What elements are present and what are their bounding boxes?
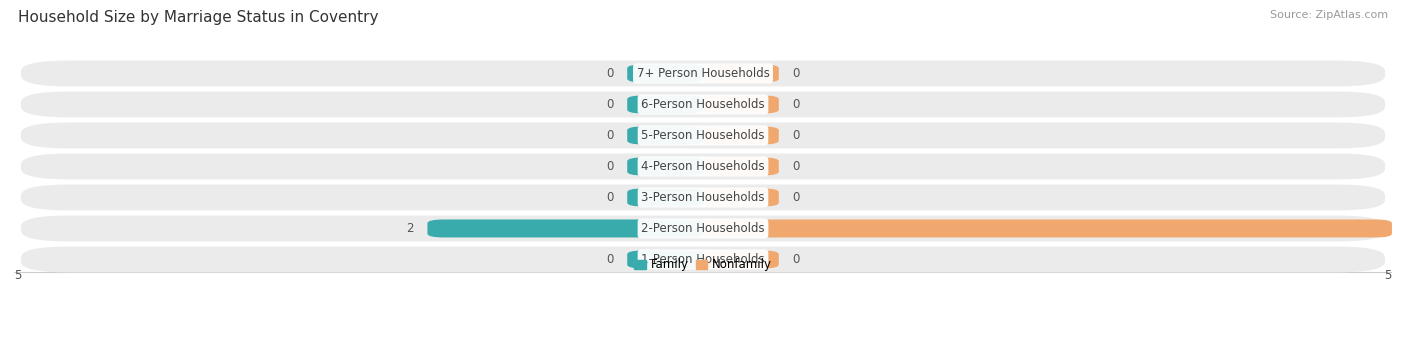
Text: 0: 0 <box>606 160 613 173</box>
Text: 0: 0 <box>793 67 800 80</box>
FancyBboxPatch shape <box>703 64 779 83</box>
Text: 7+ Person Households: 7+ Person Households <box>637 67 769 80</box>
FancyBboxPatch shape <box>703 158 779 176</box>
FancyBboxPatch shape <box>21 122 1385 148</box>
Text: 0: 0 <box>793 191 800 204</box>
Text: 5: 5 <box>1385 269 1392 282</box>
Text: 2: 2 <box>406 222 413 235</box>
Text: 5: 5 <box>14 269 21 282</box>
Text: 0: 0 <box>793 253 800 266</box>
Text: 2-Person Households: 2-Person Households <box>641 222 765 235</box>
FancyBboxPatch shape <box>627 189 703 206</box>
FancyBboxPatch shape <box>703 95 779 114</box>
FancyBboxPatch shape <box>627 158 703 176</box>
FancyBboxPatch shape <box>21 153 1385 179</box>
Text: 0: 0 <box>606 253 613 266</box>
Text: 4-Person Households: 4-Person Households <box>641 160 765 173</box>
Text: 3-Person Households: 3-Person Households <box>641 191 765 204</box>
FancyBboxPatch shape <box>703 189 779 206</box>
Text: 1-Person Households: 1-Person Households <box>641 253 765 266</box>
Text: 0: 0 <box>793 98 800 111</box>
FancyBboxPatch shape <box>21 216 1385 241</box>
Text: 5-Person Households: 5-Person Households <box>641 129 765 142</box>
Text: 0: 0 <box>606 129 613 142</box>
FancyBboxPatch shape <box>21 91 1385 117</box>
Text: 6-Person Households: 6-Person Households <box>641 98 765 111</box>
FancyBboxPatch shape <box>627 127 703 145</box>
Legend: Family, Nonfamily: Family, Nonfamily <box>630 254 776 276</box>
FancyBboxPatch shape <box>21 60 1385 86</box>
Text: 0: 0 <box>606 191 613 204</box>
Text: 0: 0 <box>606 67 613 80</box>
Text: 0: 0 <box>793 160 800 173</box>
Text: 0: 0 <box>606 98 613 111</box>
FancyBboxPatch shape <box>21 184 1385 210</box>
FancyBboxPatch shape <box>627 251 703 268</box>
FancyBboxPatch shape <box>627 64 703 83</box>
FancyBboxPatch shape <box>627 95 703 114</box>
Text: 0: 0 <box>793 129 800 142</box>
FancyBboxPatch shape <box>703 220 1392 237</box>
FancyBboxPatch shape <box>703 127 779 145</box>
Text: Source: ZipAtlas.com: Source: ZipAtlas.com <box>1270 10 1388 20</box>
FancyBboxPatch shape <box>427 220 703 237</box>
Text: Household Size by Marriage Status in Coventry: Household Size by Marriage Status in Cov… <box>18 10 378 25</box>
FancyBboxPatch shape <box>21 247 1385 272</box>
FancyBboxPatch shape <box>703 251 779 268</box>
